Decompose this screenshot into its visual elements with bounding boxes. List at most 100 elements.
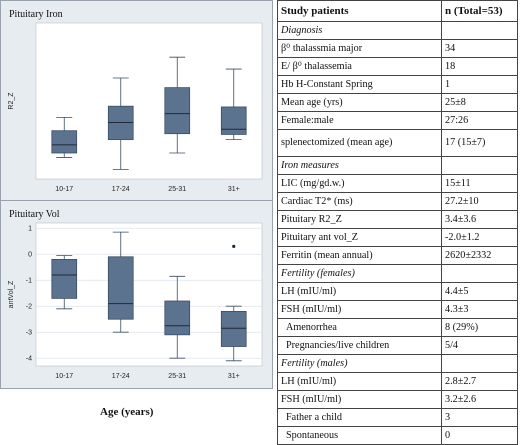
y-tick-label: -4 — [26, 356, 32, 363]
row-label: Father a child — [277, 408, 442, 427]
row-value: 27:26 — [441, 111, 518, 130]
table-section-row: Diagnosis — [277, 21, 518, 40]
row-value: 4.3±3 — [441, 300, 518, 319]
x-tick-label: 31+ — [228, 186, 240, 193]
row-value: -2.0±1.2 — [441, 228, 518, 247]
box-25-31 — [164, 300, 191, 336]
section-label: Fertility (females) — [277, 264, 442, 283]
row-label: LIC (mg/gd.w.) — [277, 174, 442, 193]
table-section-row: Fertility (males) — [277, 354, 518, 373]
y-axis-label: R2_Z — [8, 92, 15, 110]
table-row: Ferritin (mean annual) 2620±2332 — [277, 246, 518, 265]
outlier-point — [232, 244, 236, 248]
study-patients-table: Study patients n (Total=53) Diagnosis β⁰ … — [277, 0, 518, 445]
table-section-row: Iron measures — [277, 156, 518, 175]
y-tick-label: 0 — [28, 252, 32, 259]
row-value: 3.4±3.6 — [441, 210, 518, 229]
table-row: Father a child 3 — [277, 408, 518, 427]
row-label: Amenorrhea — [277, 318, 442, 337]
y-tick-label: -2 — [26, 304, 32, 311]
row-label: splenectomized (mean age) — [277, 129, 442, 157]
y-tick-label: -3 — [26, 330, 32, 337]
table-row: Amenorrhea 8 (29%) — [277, 318, 518, 337]
row-value: 2.8±2.7 — [441, 372, 518, 391]
section-label: Iron measures — [277, 156, 442, 175]
x-tick-label: 17-24 — [112, 373, 130, 380]
pituitary-vol-svg: Pituitary Vol 1 0 -1 -2 -3 -4 antVol_Z 10-17 17-2… — [1, 201, 272, 388]
row-value: 27.2±10 — [441, 192, 518, 211]
box-31+ — [220, 106, 247, 135]
row-label: Pregnancies/live children — [277, 336, 442, 355]
table-row: LH (mIU/ml) 2.8±2.7 — [277, 372, 518, 391]
row-value: 1 — [441, 75, 518, 94]
row-value: 3.2±2.6 — [441, 390, 518, 409]
row-label: Pituitary R2_Z — [277, 210, 442, 229]
row-value: 25±8 — [441, 93, 518, 112]
row-label: Cardiac T2* (ms) — [277, 192, 442, 211]
row-label: Pituitary ant vol_Z — [277, 228, 442, 247]
row-value: 34 — [441, 39, 518, 58]
row-label: β⁰ thalassmia major — [277, 39, 442, 58]
table-row: LIC (mg/gd.w.) 15±11 — [277, 174, 518, 193]
row-value — [441, 354, 518, 373]
box-31+ — [220, 311, 247, 347]
table-row: Spontaneous 0 — [277, 426, 518, 445]
table-row: LH (mIU/ml) 4.4±5 — [277, 282, 518, 301]
box-17-24 — [107, 256, 134, 320]
table-row: β⁰ thalassmia major 34 — [277, 39, 518, 58]
table-row: Pregnancies/live children 5/4 — [277, 336, 518, 355]
y-axis-label: antVol_Z — [8, 280, 15, 308]
table-row: Female:male 27:26 — [277, 111, 518, 130]
table-row: FSH (mIU/ml) 3.2±2.6 — [277, 390, 518, 409]
y-tick-label: 1 — [28, 226, 32, 233]
row-label: Hb H-Constant Spring — [277, 75, 442, 94]
table-row: E/ β⁰ thalassemia 18 — [277, 57, 518, 76]
pituitary-iron-chart: Pituitary Iron R2_Z 10-17 17-24 25-31 31+ — [0, 0, 273, 202]
x-tick-label: 31+ — [228, 373, 240, 380]
row-label: FSH (mIU/ml) — [277, 390, 442, 409]
row-label: Female:male — [277, 111, 442, 130]
row-value: 17 (15±7) — [441, 129, 518, 157]
row-value — [441, 264, 518, 283]
table-row: splenectomized (mean age) 17 (15±7) — [277, 129, 518, 157]
row-label: Spontaneous — [277, 426, 442, 445]
row-label: Ferritin (mean annual) — [277, 246, 442, 265]
chart-title: Pituitary Iron — [9, 9, 63, 20]
table-header-study-patients: Study patients — [277, 0, 442, 22]
row-value: 5/4 — [441, 336, 518, 355]
table-row: Pituitary ant vol_Z -2.0±1.2 — [277, 228, 518, 247]
row-value: 2620±2332 — [441, 246, 518, 265]
row-value: 4.4±5 — [441, 282, 518, 301]
box-25-31 — [164, 87, 191, 135]
row-value: 18 — [441, 57, 518, 76]
box-10-17 — [51, 130, 78, 154]
x-tick-label: 17-24 — [112, 186, 130, 193]
table-section-row: Fertility (females) — [277, 264, 518, 283]
row-value: 8 (29%) — [441, 318, 518, 337]
section-label: Fertility (males) — [277, 354, 442, 373]
table-row: FSH (mIU/ml) 4.3±3 — [277, 300, 518, 319]
row-label: E/ β⁰ thalassemia — [277, 57, 442, 76]
chart-title: Pituitary Vol — [9, 209, 60, 220]
row-label: Mean age (yrs) — [277, 93, 442, 112]
pituitary-vol-chart: Pituitary Vol 1 0 -1 -2 -3 -4 antVol_Z 10-17 17-2… — [0, 200, 273, 389]
x-tick-label: 10-17 — [55, 373, 73, 380]
table-header-total: n (Total=53) — [441, 0, 518, 22]
row-value: 0 — [441, 426, 518, 445]
x-tick-label: 25-31 — [168, 186, 186, 193]
section-label: Diagnosis — [277, 21, 442, 40]
x-tick-label: 10-17 — [55, 186, 73, 193]
box-10-17 — [51, 259, 78, 299]
y-tick-label: -1 — [26, 278, 32, 285]
table-row: Mean age (yrs) 25±8 — [277, 93, 518, 112]
x-tick-label: 25-31 — [168, 373, 186, 380]
pituitary-iron-svg: Pituitary Iron R2_Z 10-17 17-24 25-31 31+ — [1, 1, 272, 201]
row-value — [441, 156, 518, 175]
row-value: 15±11 — [441, 174, 518, 193]
row-value — [441, 21, 518, 40]
row-label: LH (mIU/ml) — [277, 372, 442, 391]
x-axis-label: Age (years) — [100, 406, 154, 418]
table-body: Diagnosis β⁰ thalassmia major 34 E/ β⁰ thal… — [277, 21, 518, 445]
row-label: LH (mIU/ml) — [277, 282, 442, 301]
row-label: FSH (mIU/ml) — [277, 300, 442, 319]
